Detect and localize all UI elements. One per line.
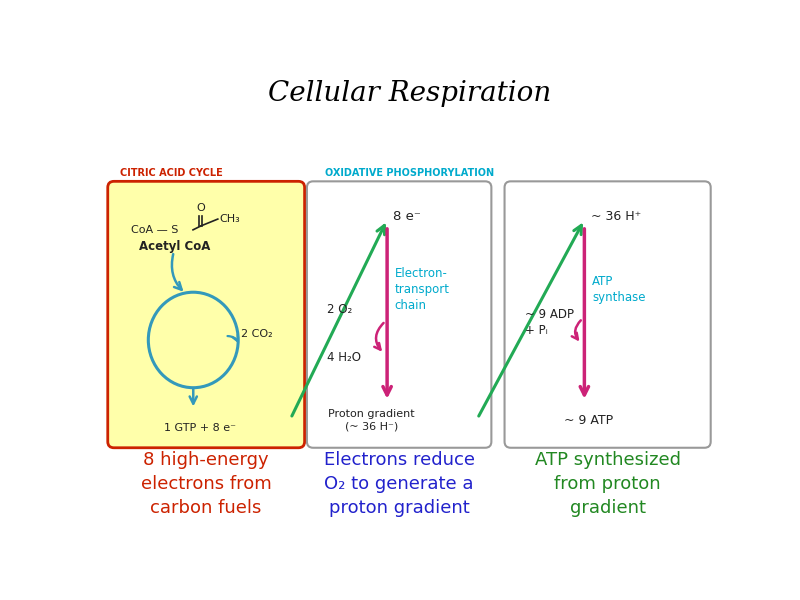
Text: ATP synthesized
from proton
gradient: ATP synthesized from proton gradient	[534, 451, 681, 517]
FancyBboxPatch shape	[307, 181, 491, 448]
Text: 4 H₂O: 4 H₂O	[327, 351, 361, 364]
Text: ~ 36 H⁺: ~ 36 H⁺	[590, 210, 641, 223]
Text: ATP
synthase: ATP synthase	[592, 275, 646, 304]
Text: 2 O₂: 2 O₂	[327, 303, 352, 316]
Text: Proton gradient
(~ 36 H⁻): Proton gradient (~ 36 H⁻)	[328, 409, 415, 431]
Text: O: O	[196, 203, 205, 213]
Text: CoA — S: CoA — S	[131, 225, 178, 235]
FancyBboxPatch shape	[505, 181, 710, 448]
Text: Cellular Respiration: Cellular Respiration	[268, 80, 552, 107]
Text: CH₃: CH₃	[219, 214, 240, 224]
Text: 2 CO₂: 2 CO₂	[242, 329, 273, 339]
Text: Electron-
transport
chain: Electron- transport chain	[395, 266, 450, 311]
Text: Electrons reduce
O₂ to generate a
proton gradient: Electrons reduce O₂ to generate a proton…	[324, 451, 474, 517]
FancyBboxPatch shape	[108, 181, 305, 448]
Text: ~ 9 ADP
+ Pᵢ: ~ 9 ADP + Pᵢ	[525, 308, 574, 337]
Text: ~ 9 ATP: ~ 9 ATP	[564, 413, 613, 427]
Text: Acetyl CoA: Acetyl CoA	[138, 240, 210, 253]
Text: OXIDATIVE PHOSPHORYLATION: OXIDATIVE PHOSPHORYLATION	[325, 168, 494, 178]
Text: 8 high-energy
electrons from
carbon fuels: 8 high-energy electrons from carbon fuel…	[141, 451, 271, 517]
Text: CITRIC ACID CYCLE: CITRIC ACID CYCLE	[120, 168, 223, 178]
Text: 8 e⁻: 8 e⁻	[394, 210, 421, 223]
Text: 1 GTP + 8 e⁻: 1 GTP + 8 e⁻	[164, 423, 236, 433]
